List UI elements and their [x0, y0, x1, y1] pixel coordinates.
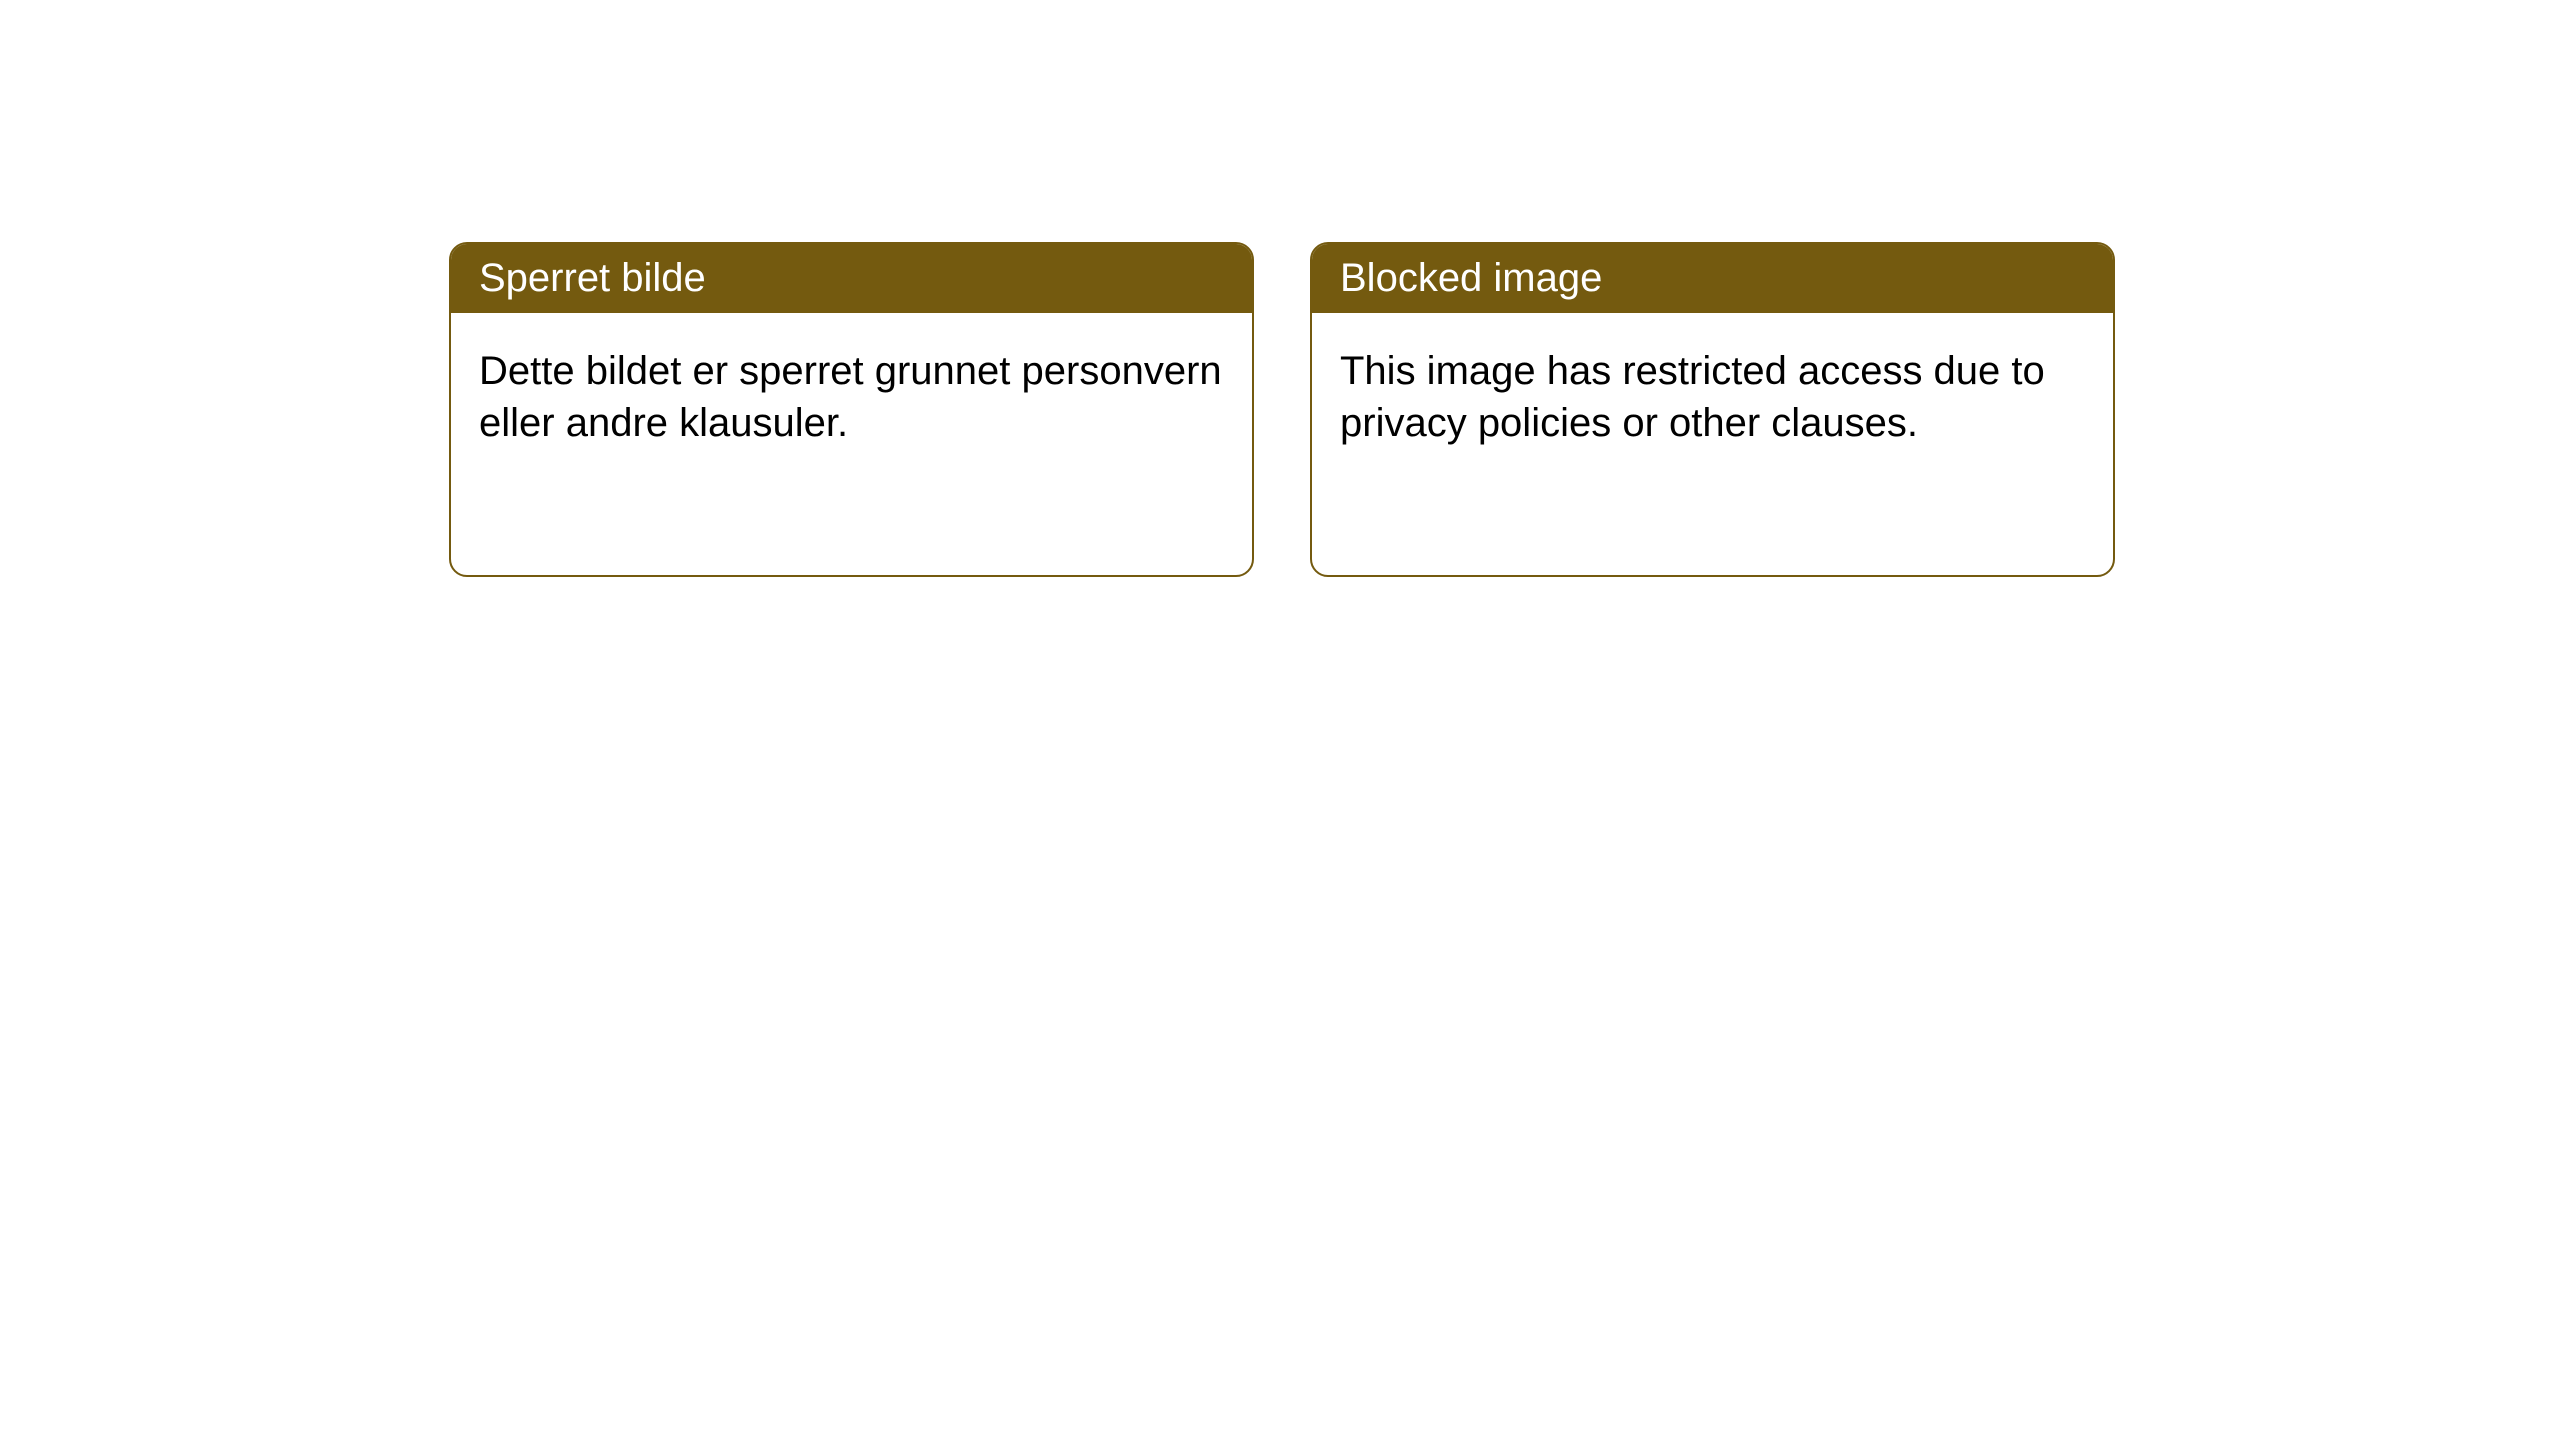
cards-container: Sperret bilde Dette bildet er sperret gr… — [0, 0, 2560, 577]
card-message-en: This image has restricted access due to … — [1340, 349, 2045, 445]
blocked-image-card-en: Blocked image This image has restricted … — [1310, 242, 2115, 577]
card-header-no: Sperret bilde — [451, 244, 1252, 313]
card-message-no: Dette bildet er sperret grunnet personve… — [479, 349, 1222, 445]
card-header-en: Blocked image — [1312, 244, 2113, 313]
card-body-no: Dette bildet er sperret grunnet personve… — [451, 313, 1252, 481]
blocked-image-card-no: Sperret bilde Dette bildet er sperret gr… — [449, 242, 1254, 577]
card-body-en: This image has restricted access due to … — [1312, 313, 2113, 481]
card-title-en: Blocked image — [1340, 256, 1602, 300]
card-title-no: Sperret bilde — [479, 256, 706, 300]
